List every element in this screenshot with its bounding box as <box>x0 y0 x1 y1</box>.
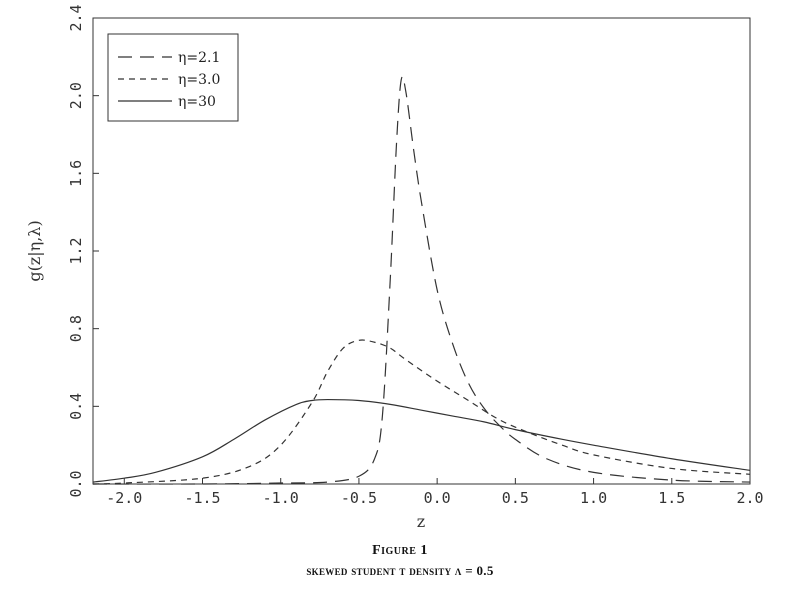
x-tick-label: 0.0 <box>424 489 451 507</box>
y-tick-label: 2.4 <box>67 4 85 31</box>
series-line-2 <box>92 398 751 483</box>
legend: η=2.1 η=3.0 η=30 <box>107 33 239 122</box>
series-lines <box>92 76 751 485</box>
y-tick-label: 0.4 <box>67 393 85 420</box>
y-axis-ticks: 0.0 0.4 0.8 1.2 1.6 2.0 2.4 <box>67 4 99 498</box>
x-tick-label: 2.0 <box>736 489 763 507</box>
x-tick-label: 0.5 <box>502 489 529 507</box>
x-axis-ticks: -2.0 -1.5 -1.0 -0.5 0.0 0.5 1.0 1.5 2.0 <box>106 478 764 507</box>
legend-label-eta-2-1: η=2.1 <box>178 50 220 66</box>
y-tick-label: 0.0 <box>67 470 85 497</box>
legend-box <box>107 33 239 122</box>
figure-caption-title: Figure 1 <box>372 543 428 558</box>
figure-caption-subtitle: skewed student t density λ = 0.5 <box>306 563 494 578</box>
x-tick-label: -1.5 <box>184 489 220 507</box>
x-tick-label: 1.0 <box>580 489 607 507</box>
x-axis-label: z <box>417 512 425 531</box>
y-tick-label: 1.6 <box>67 160 85 187</box>
x-tick-label: -1.0 <box>263 489 299 507</box>
series-line-1 <box>92 339 751 485</box>
x-tick-label: -2.0 <box>106 489 142 507</box>
legend-label-eta-3-0: η=3.0 <box>178 72 220 88</box>
y-axis-label: g(z|η,λ) <box>25 220 44 281</box>
legend-label-eta-30: η=30 <box>178 94 216 110</box>
y-tick-label: 2.0 <box>67 82 85 109</box>
x-tick-label: -0.5 <box>341 489 377 507</box>
x-tick-label: 1.5 <box>658 489 685 507</box>
y-tick-label: 0.8 <box>67 315 85 342</box>
y-tick-label: 1.2 <box>67 237 85 264</box>
series-line-0 <box>92 76 751 485</box>
